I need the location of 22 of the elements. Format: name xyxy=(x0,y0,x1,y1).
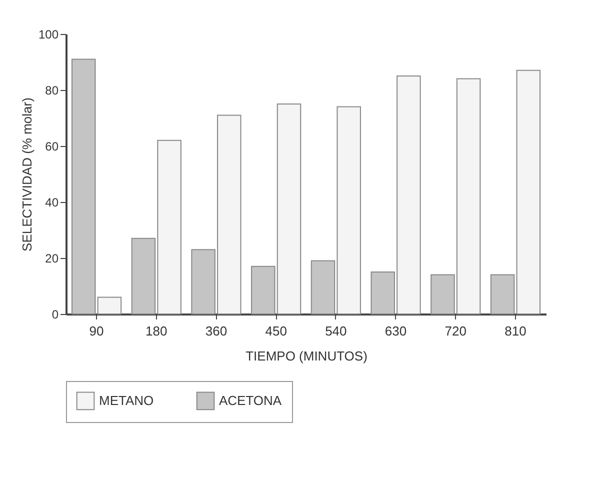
x-tick-label: 810 xyxy=(504,324,526,338)
x-axis-title: TIEMPO (MINUTOS) xyxy=(246,348,368,364)
y-tick-label: 0 xyxy=(52,308,59,322)
y-tick-label: 80 xyxy=(45,84,59,98)
y-tick-label: 60 xyxy=(45,140,59,154)
x-tick-label: 540 xyxy=(325,324,347,338)
bar xyxy=(490,274,515,314)
x-tick-label: 360 xyxy=(205,324,228,338)
x-tick-label: 450 xyxy=(265,324,287,338)
y-tick-label: 20 xyxy=(45,252,59,266)
bar xyxy=(97,296,122,314)
x-tick-label: 720 xyxy=(444,324,466,338)
x-tick-label: 90 xyxy=(89,324,104,338)
bar xyxy=(71,58,96,314)
x-tick-label: 630 xyxy=(384,324,407,338)
y-axis-title: SELECTIVIDAD (% molar) xyxy=(19,98,34,252)
y-tick-label: 100 xyxy=(38,28,59,42)
x-tick-label: 180 xyxy=(146,324,168,338)
bar xyxy=(516,70,541,314)
legend-label: METANO xyxy=(99,392,154,408)
y-tick-label: 40 xyxy=(45,196,59,210)
legend-label: ACETONA xyxy=(219,392,282,408)
